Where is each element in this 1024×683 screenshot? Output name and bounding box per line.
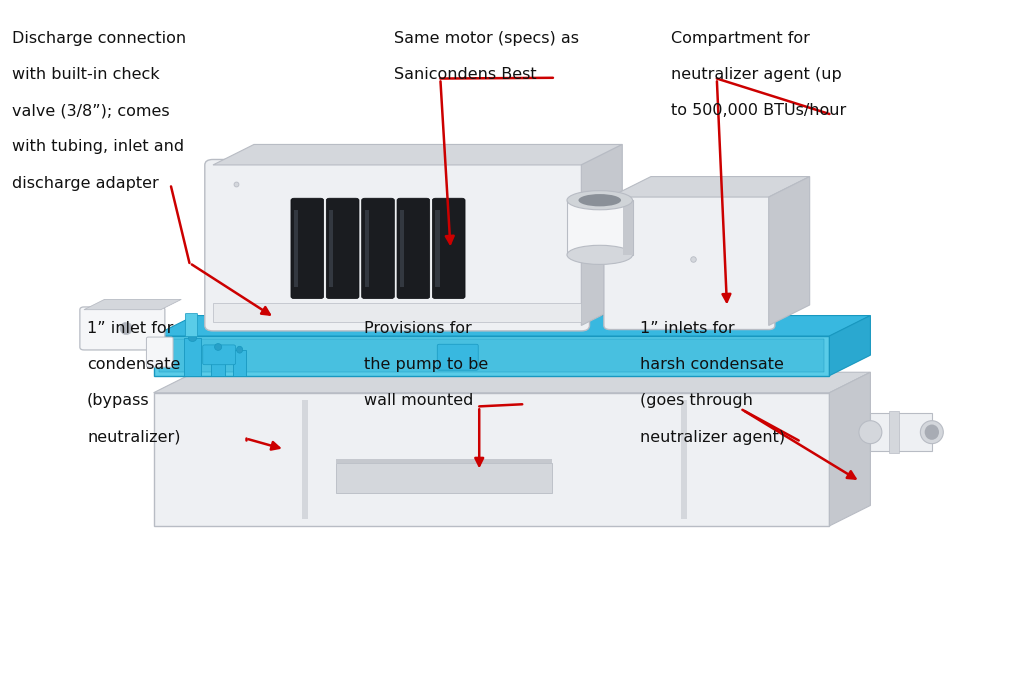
- Ellipse shape: [921, 421, 943, 444]
- Ellipse shape: [859, 421, 882, 444]
- FancyBboxPatch shape: [432, 198, 465, 298]
- Text: (goes through: (goes through: [640, 393, 753, 408]
- Text: Compartment for: Compartment for: [671, 31, 810, 46]
- Polygon shape: [211, 347, 225, 376]
- Text: neutralizer): neutralizer): [87, 430, 180, 445]
- Polygon shape: [330, 210, 334, 287]
- Text: Sanicondens Best: Sanicondens Best: [394, 67, 537, 82]
- Polygon shape: [889, 411, 899, 454]
- Ellipse shape: [567, 191, 633, 210]
- Text: (bypass: (bypass: [87, 393, 150, 408]
- Ellipse shape: [925, 425, 939, 440]
- Polygon shape: [336, 459, 552, 463]
- Text: with built-in check: with built-in check: [12, 67, 160, 82]
- Polygon shape: [213, 144, 623, 165]
- Ellipse shape: [567, 245, 633, 264]
- Polygon shape: [184, 338, 201, 376]
- Text: with tubing, inlet and: with tubing, inlet and: [12, 139, 184, 154]
- Text: Provisions for: Provisions for: [364, 321, 471, 336]
- Polygon shape: [154, 393, 829, 526]
- FancyBboxPatch shape: [397, 198, 430, 298]
- FancyBboxPatch shape: [604, 193, 775, 329]
- Polygon shape: [681, 400, 687, 519]
- Polygon shape: [154, 372, 870, 393]
- Text: neutralizer agent (up: neutralizer agent (up: [671, 67, 842, 82]
- Polygon shape: [213, 303, 582, 322]
- Polygon shape: [84, 299, 181, 309]
- Ellipse shape: [188, 335, 197, 342]
- FancyBboxPatch shape: [203, 345, 236, 365]
- FancyBboxPatch shape: [361, 198, 394, 298]
- FancyBboxPatch shape: [437, 344, 478, 370]
- Polygon shape: [365, 210, 369, 287]
- Polygon shape: [769, 176, 810, 325]
- Text: valve (3/8”); comes: valve (3/8”); comes: [12, 103, 170, 118]
- Polygon shape: [582, 144, 623, 325]
- Polygon shape: [829, 372, 870, 526]
- Text: harsh condensate: harsh condensate: [640, 357, 784, 372]
- Polygon shape: [567, 200, 633, 255]
- Text: 1” inlet for: 1” inlet for: [87, 321, 173, 336]
- Text: discharge adapter: discharge adapter: [12, 176, 159, 191]
- Text: the pump to be: the pump to be: [364, 357, 487, 372]
- Polygon shape: [154, 336, 829, 376]
- Text: Discharge connection: Discharge connection: [12, 31, 186, 46]
- Polygon shape: [294, 210, 298, 287]
- Ellipse shape: [579, 194, 621, 206]
- Text: to 500,000 BTUs/hour: to 500,000 BTUs/hour: [671, 103, 846, 118]
- Ellipse shape: [215, 344, 221, 350]
- FancyBboxPatch shape: [80, 307, 165, 350]
- Polygon shape: [336, 463, 552, 492]
- Polygon shape: [233, 350, 246, 376]
- Polygon shape: [400, 210, 404, 287]
- FancyBboxPatch shape: [205, 160, 590, 331]
- Polygon shape: [829, 316, 870, 376]
- Text: wall mounted: wall mounted: [364, 393, 473, 408]
- FancyBboxPatch shape: [327, 198, 359, 298]
- Text: 1” inlets for: 1” inlets for: [640, 321, 734, 336]
- FancyBboxPatch shape: [291, 198, 324, 298]
- Text: condensate: condensate: [87, 357, 180, 372]
- Ellipse shape: [237, 346, 243, 353]
- Text: neutralizer agent): neutralizer agent): [640, 430, 785, 445]
- Polygon shape: [610, 176, 810, 197]
- Text: Same motor (specs) as: Same motor (specs) as: [394, 31, 580, 46]
- Polygon shape: [159, 339, 824, 372]
- Polygon shape: [154, 316, 870, 336]
- Ellipse shape: [120, 322, 132, 335]
- Polygon shape: [870, 413, 932, 451]
- Polygon shape: [302, 400, 308, 519]
- FancyBboxPatch shape: [185, 313, 198, 337]
- FancyBboxPatch shape: [146, 337, 173, 367]
- Polygon shape: [435, 210, 439, 287]
- Polygon shape: [623, 200, 633, 255]
